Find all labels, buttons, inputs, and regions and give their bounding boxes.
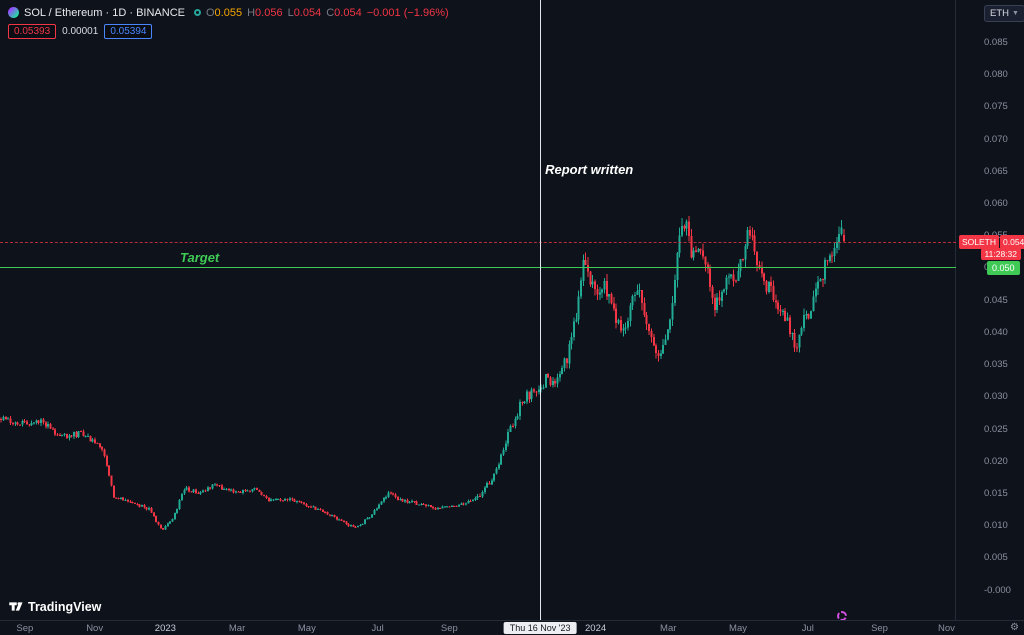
price-tick: 0.080	[984, 69, 1008, 81]
price-tick: 0.060	[984, 198, 1008, 209]
chart-area[interactable]: Report written Target SOL / Ethereum · 1…	[0, 0, 956, 621]
price-tick: 0.085	[984, 36, 1008, 48]
settings-gear-icon[interactable]: ⚙	[1010, 622, 1019, 633]
report-written-annotation[interactable]: Report written	[545, 162, 634, 177]
price-axis[interactable]: ETH ▼ 0.085 0.080 0.075 0.070 0.065 0.060 0.05…	[957, 0, 1024, 620]
price-tick: 0.065	[984, 165, 1008, 177]
price-tick: 0.020	[984, 455, 1008, 467]
target-annotation[interactable]: Target	[180, 250, 220, 266]
target-price-badge: 0.050	[987, 261, 1020, 276]
ohlc-item: H0.056	[247, 6, 283, 19]
sell-price-button[interactable]: 0.05393	[8, 24, 57, 39]
price-tick: 0.040	[984, 326, 1008, 338]
ohlc-values: O0.055 H0.056 L0.054 C0.054 −0.001 (−1.96%)	[206, 7, 449, 19]
time-tick: Sep	[16, 623, 34, 634]
spread-value: 0.00001	[62, 26, 99, 37]
price-tick: 0.070	[984, 133, 1008, 145]
target-horizontal-line[interactable]	[0, 267, 956, 269]
time-tick: Mar	[660, 623, 677, 634]
event-date-chip: Thu 16 Nov '23	[503, 622, 577, 634]
time-tick: Jul	[371, 623, 384, 634]
time-tick: 2024	[585, 623, 607, 634]
symbol-title[interactable]: SOL / Ethereum · 1D · BINANCE	[24, 6, 185, 19]
time-tick: 2023	[154, 623, 176, 634]
chevron-down-icon: ▼	[1012, 10, 1019, 17]
time-tick: Sep	[440, 623, 458, 634]
time-axis[interactable]: Sep Nov 2023 Mar May Jul Sep 2024 Mar May Jul Sep No…	[0, 620, 1024, 635]
price-tick: 0.045	[984, 294, 1008, 306]
event-vertical-line[interactable]	[540, 0, 542, 620]
price-tick: 0.030	[984, 391, 1008, 403]
ohlc-item: O0.055	[205, 6, 243, 19]
current-price-badge: SOLETH 0.054	[959, 234, 1024, 249]
price-tick: 0.035	[984, 359, 1008, 371]
price-tick: -0.000	[984, 584, 1011, 596]
time-tick: Mar	[228, 623, 246, 634]
time-tick: May	[729, 623, 748, 634]
unit-toggle-button[interactable]: ETH ▼	[984, 5, 1024, 22]
tradingview-logo-text: TradingView	[28, 599, 102, 614]
tradingview-logo[interactable]: TradingView	[8, 599, 101, 614]
bar-countdown-badge: 11:28:32	[980, 247, 1021, 260]
current-badge-symbol: SOLETH	[959, 234, 1000, 249]
time-tick: Sep	[871, 623, 888, 634]
time-tick: Nov	[937, 623, 955, 634]
current-price-line	[0, 241, 956, 243]
buy-price-button[interactable]: 0.05394	[104, 24, 153, 39]
price-tick: 0.025	[984, 423, 1008, 435]
time-tick: Jul	[801, 623, 814, 634]
time-tick: Nov	[86, 623, 104, 634]
unit-toggle-label: ETH	[990, 8, 1009, 19]
time-tick: May	[297, 623, 316, 634]
price-tick: 0.015	[984, 488, 1008, 500]
price-tick: 0.075	[984, 101, 1008, 113]
ohlc-change: −0.001 (−1.96%)	[366, 6, 449, 19]
market-status-icon	[193, 9, 201, 16]
ohlc-item: C0.054	[326, 6, 362, 19]
symbol-legend: SOL / Ethereum · 1D · BINANCE O0.055 H0.0…	[8, 5, 449, 39]
ohlc-item: L0.054	[287, 6, 322, 19]
candlestick-chart	[0, 215, 845, 531]
price-tick: 0.005	[984, 552, 1008, 564]
price-tick: 0.010	[984, 520, 1008, 532]
symbol-logo-icon	[8, 7, 19, 18]
tradingview-logo-icon	[9, 602, 23, 611]
current-badge-price: 0.054	[1000, 234, 1024, 249]
